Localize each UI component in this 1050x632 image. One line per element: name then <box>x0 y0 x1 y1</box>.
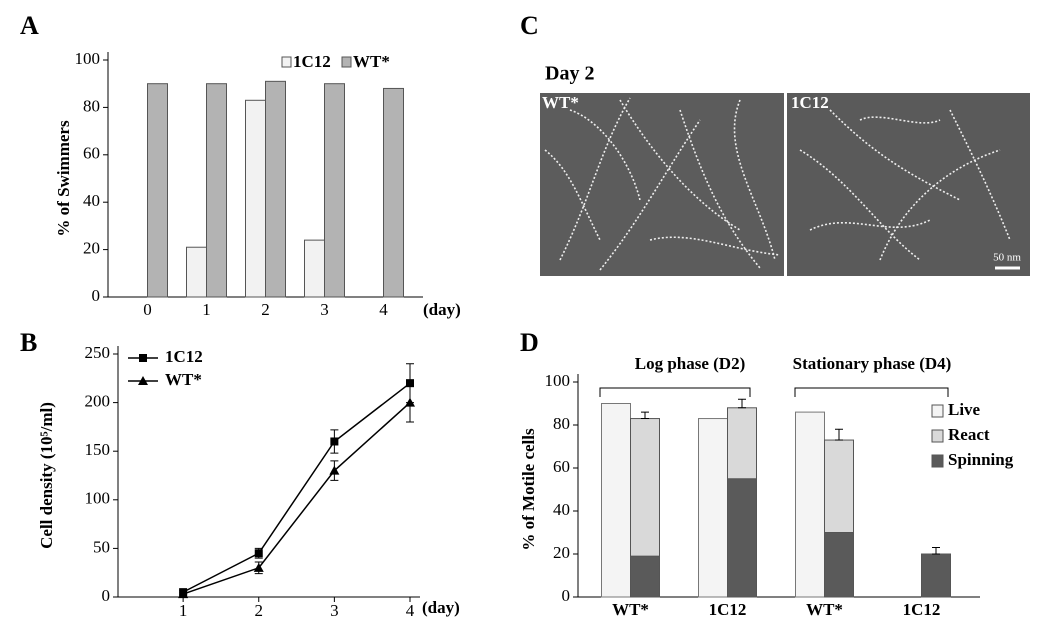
title: Day 2 <box>545 63 594 85</box>
panel-label: 1C12 <box>791 93 829 112</box>
bar-segment <box>727 407 757 480</box>
line <box>182 382 411 593</box>
legend-label: Live <box>948 400 981 419</box>
x-tick-label: WT* <box>612 600 649 619</box>
micrograph-wt <box>540 93 784 276</box>
marker <box>139 354 147 362</box>
y-tick-label: 150 <box>85 440 111 459</box>
x-tick-label: 1C12 <box>709 600 747 619</box>
y-axis-label: Cell density (10⁵/ml) <box>37 402 56 549</box>
bracket <box>599 387 751 397</box>
y-tick-label: 20 <box>553 543 570 562</box>
y-axis-label: % of Motile cells <box>519 428 538 551</box>
error-bar <box>932 547 940 555</box>
panel-letter: A <box>20 11 39 40</box>
y-tick-label: 80 <box>83 96 100 115</box>
x-tick-label: 3 <box>330 601 339 620</box>
panel-letter: C <box>520 11 539 40</box>
legend-label: WT* <box>353 52 390 71</box>
bar <box>795 411 825 598</box>
marker <box>254 549 263 558</box>
line <box>182 402 411 595</box>
y-tick-label: 100 <box>85 489 111 508</box>
x-tick-label: 2 <box>261 300 270 319</box>
bar <box>698 418 728 598</box>
marker <box>329 465 340 475</box>
marker <box>138 376 148 385</box>
x-tick-label: WT* <box>806 600 843 619</box>
bar-segment <box>824 439 854 533</box>
y-tick-label: 40 <box>83 191 100 210</box>
x-tick-label: 1 <box>179 601 188 620</box>
marker <box>178 589 189 599</box>
y-tick-label: 50 <box>93 537 110 556</box>
legend-label: 1C12 <box>165 347 203 366</box>
panel-label: WT* <box>542 93 579 112</box>
y-tick-label: 250 <box>85 343 111 362</box>
x-tick-label: 3 <box>320 300 329 319</box>
y-tick-label: 0 <box>562 586 571 605</box>
bar-segment <box>921 553 951 598</box>
y-tick-label: 60 <box>553 457 570 476</box>
error-bar <box>835 428 843 441</box>
x-axis-label: (day) <box>423 300 461 319</box>
x-tick-label: 2 <box>255 601 264 620</box>
y-tick-label: 60 <box>83 144 100 163</box>
legend-swatch <box>931 404 944 418</box>
bar <box>383 87 404 298</box>
y-tick-label: 100 <box>75 49 101 68</box>
legend-label: Spinning <box>948 450 1014 469</box>
bar <box>186 246 207 298</box>
x-tick-label: 1 <box>202 300 211 319</box>
y-tick-label: 100 <box>545 371 571 390</box>
bar <box>304 239 325 298</box>
bar-segment <box>824 532 854 598</box>
bar <box>601 403 631 598</box>
x-tick-label: 0 <box>143 300 152 319</box>
y-tick-label: 0 <box>102 586 111 605</box>
x-tick-label: 4 <box>406 601 415 620</box>
bar-segment <box>630 555 660 598</box>
panel-letter: B <box>20 328 37 357</box>
y-tick-label: 20 <box>83 239 100 258</box>
y-tick-label: 0 <box>92 286 101 305</box>
legend-label: WT* <box>165 370 202 389</box>
marker <box>330 437 339 446</box>
legend-label: 1C12 <box>293 52 331 71</box>
x-tick-label: 4 <box>379 300 388 319</box>
legend-swatch <box>931 429 944 443</box>
filaments <box>544 97 1011 271</box>
scale-label: 50 nm <box>993 252 1021 264</box>
bar <box>245 99 266 298</box>
legend-label: React <box>948 425 990 444</box>
bar <box>265 80 286 298</box>
annotation: Stationary phase (D4) <box>793 354 952 373</box>
marker <box>253 562 264 572</box>
annotation: Log phase (D2) <box>635 354 746 373</box>
y-axis-label: % of Swimmers <box>54 120 73 237</box>
bar-segment <box>727 478 757 598</box>
bar <box>147 83 168 298</box>
y-tick-label: 80 <box>553 414 570 433</box>
error-bar <box>641 411 649 420</box>
legend-swatch <box>931 454 944 468</box>
error-bar <box>738 398 746 409</box>
x-tick-label: 1C12 <box>903 600 941 619</box>
legend-swatch <box>281 56 292 68</box>
legend-swatch <box>341 56 352 68</box>
marker <box>405 397 415 407</box>
y-tick-label: 40 <box>553 500 570 519</box>
bracket <box>794 387 949 397</box>
bar <box>324 83 345 298</box>
x-axis-label: (day) <box>422 598 460 617</box>
bar-segment <box>630 418 660 557</box>
micrograph-1c12 <box>787 93 1030 276</box>
panel-letter: D <box>520 328 539 357</box>
y-tick-label: 200 <box>85 392 111 411</box>
bar <box>206 83 227 298</box>
